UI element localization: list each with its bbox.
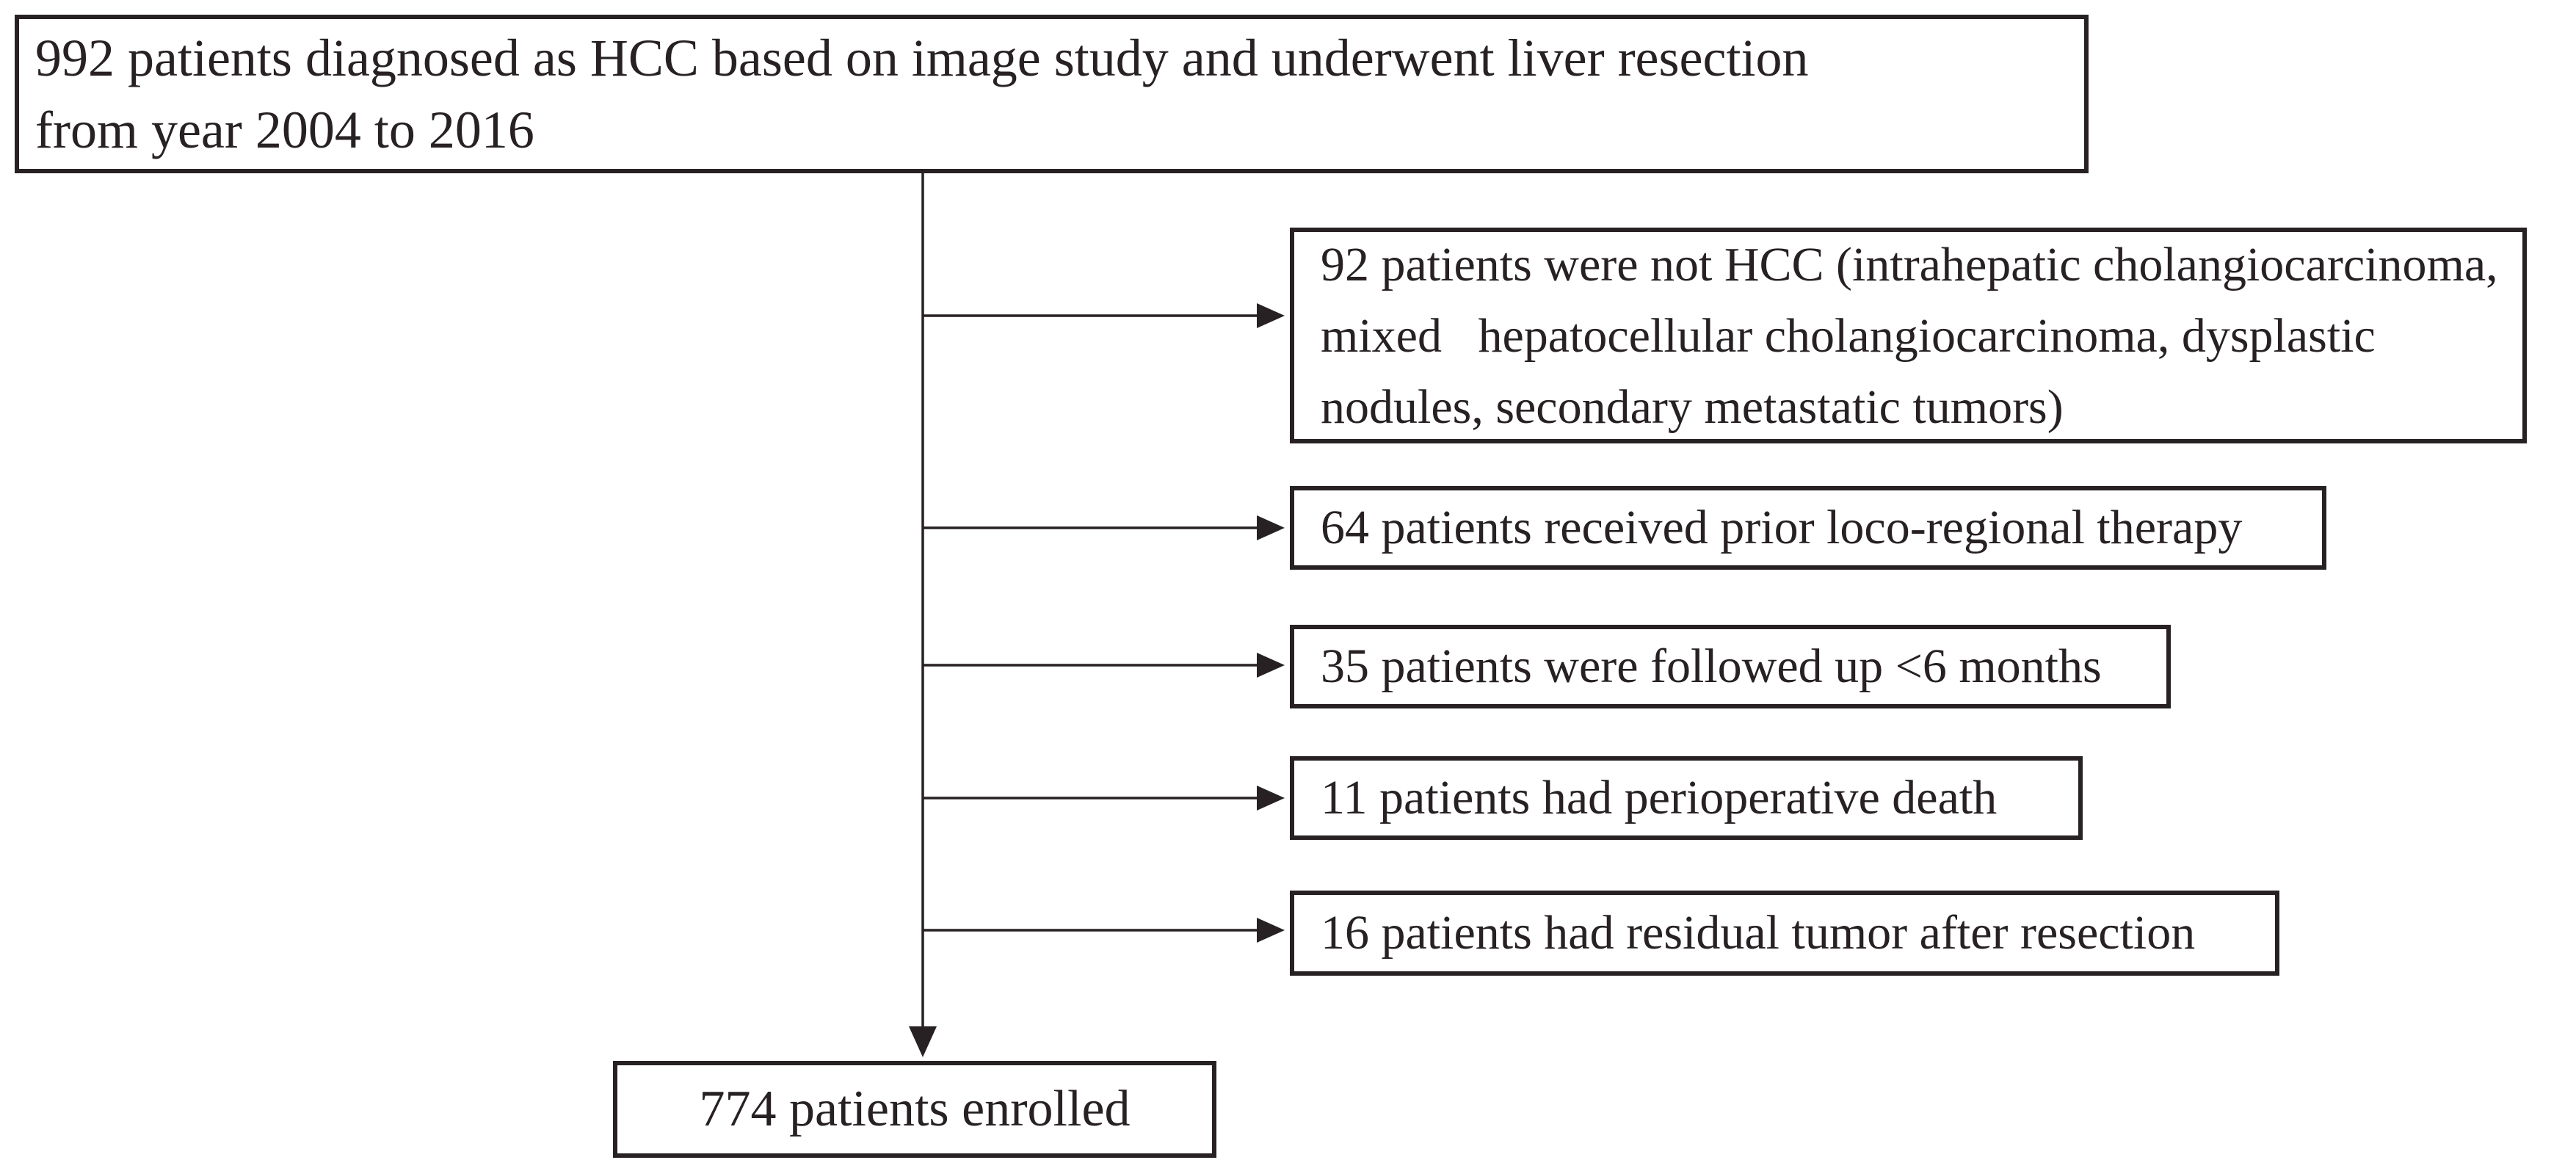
box-text-line: 35 patients were followed up <6 months	[1321, 639, 2102, 693]
arrow-right-icon-1	[1257, 303, 1285, 328]
box-text-line: 16 patients had residual tumor after res…	[1321, 906, 2196, 960]
exclusion-box-not-hcc: 92 patients were not HCC (intrahepatic c…	[1290, 228, 2527, 443]
bottom-box-enrolled: 774 patients enrolled	[613, 1061, 1216, 1158]
top-box-population: 992 patients diagnosed as HCC based on i…	[15, 15, 2089, 173]
box-text-line: 11 patients had perioperative death	[1321, 771, 1998, 824]
exclusion-box-residual-tumor: 16 patients had residual tumor after res…	[1290, 891, 2279, 976]
box-text-line: 774 patients enrolled	[699, 1081, 1131, 1137]
box-text-line: mixed hepatocellular cholangiocarcinoma,…	[1321, 308, 2376, 363]
arrow-right-icon-5	[1257, 918, 1285, 943]
arrow-right-icon-4	[1257, 786, 1285, 811]
box-text-line: 64 patients received prior loco-regional…	[1321, 501, 2243, 554]
arrow-right-icon-2	[1257, 515, 1285, 540]
arrow-right-icon-3	[1257, 653, 1285, 678]
box-text-line: nodules, secondary metastatic tumors)	[1321, 380, 2064, 434]
exclusion-box-perioperative-death: 11 patients had perioperative death	[1290, 756, 2083, 840]
box-text-line: 92 patients were not HCC (intrahepatic c…	[1321, 237, 2498, 291]
box-text-line: from year 2004 to 2016	[35, 101, 534, 159]
exclusion-box-prior-therapy: 64 patients received prior loco-regional…	[1290, 486, 2326, 570]
arrow-down-icon	[909, 1026, 937, 1057]
exclusion-box-short-followup: 35 patients were followed up <6 months	[1290, 625, 2171, 708]
box-text-line: 992 patients diagnosed as HCC based on i…	[35, 29, 1809, 87]
